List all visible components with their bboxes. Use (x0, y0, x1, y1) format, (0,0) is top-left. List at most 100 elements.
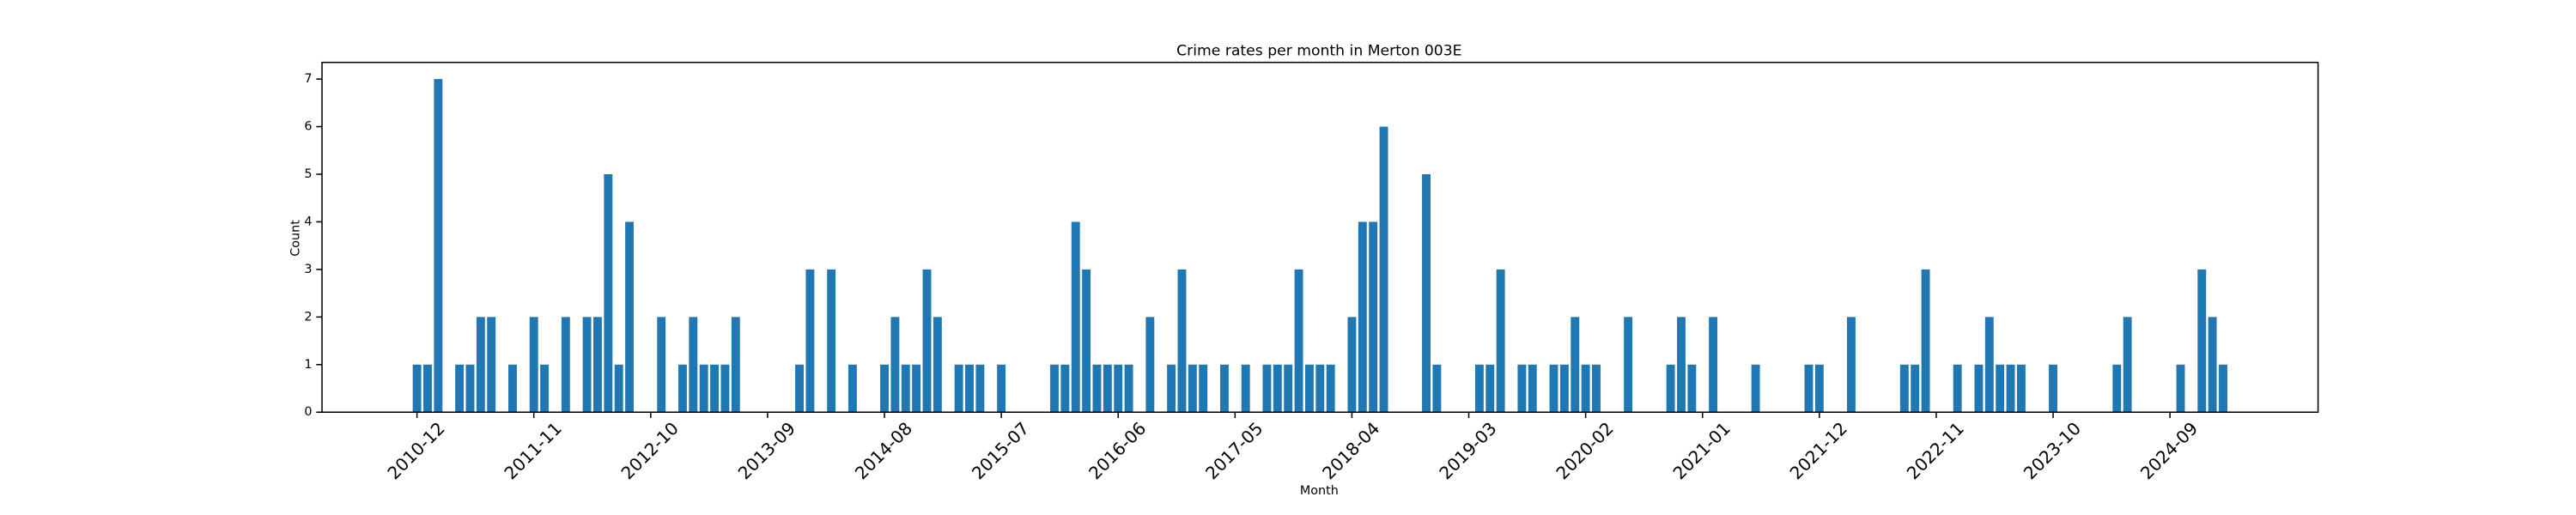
x-tick-label: 2019-03 (1435, 418, 1500, 483)
bar (1071, 221, 1080, 413)
bar (1369, 221, 1378, 413)
bar (1571, 317, 1580, 413)
bar (848, 364, 857, 413)
bar (1996, 364, 2005, 413)
bar (997, 364, 1006, 413)
bar (827, 269, 836, 413)
bar (434, 79, 443, 413)
bar (954, 364, 963, 413)
bar (1624, 317, 1633, 413)
bar (731, 317, 740, 413)
bar (1687, 364, 1697, 413)
bar (593, 317, 602, 413)
bar (1549, 364, 1558, 413)
x-tick-label: 2016-06 (1084, 418, 1150, 483)
bar (2197, 269, 2207, 413)
bar (795, 364, 804, 413)
bar (2006, 364, 2015, 413)
bar (455, 364, 465, 413)
x-tick-label: 2013-09 (734, 418, 799, 483)
x-tick-label: 2014-08 (851, 418, 916, 483)
bar (1145, 317, 1155, 413)
bar (1474, 364, 1484, 413)
y-tick-label: 5 (304, 167, 312, 181)
bar (1814, 364, 1824, 413)
x-tick-label: 2018-04 (1318, 418, 1383, 483)
bar (508, 364, 517, 413)
bar (1103, 364, 1112, 413)
bar (1666, 364, 1675, 413)
bar (1485, 364, 1495, 413)
bar (933, 317, 942, 413)
bar (965, 364, 974, 413)
bar (677, 364, 687, 413)
x-axis-label: Month (1300, 484, 1339, 498)
bar (625, 221, 635, 413)
bar (582, 317, 592, 413)
bar (529, 317, 538, 413)
bar (1422, 174, 1431, 413)
bar (2123, 317, 2132, 413)
bar (1496, 269, 1505, 413)
bar (1114, 364, 1123, 413)
x-tick-label: 2011-11 (501, 418, 566, 483)
bar (1358, 221, 1367, 413)
bar (2016, 364, 2026, 413)
bar (1899, 364, 1909, 413)
bar (1167, 364, 1176, 413)
bar (2176, 364, 2185, 413)
bar (1241, 364, 1250, 413)
bar (1304, 364, 1314, 413)
bar (1677, 317, 1686, 413)
y-tick-label: 2 (304, 310, 312, 324)
x-tick-label: 2022-11 (1903, 418, 1968, 483)
bar (1326, 364, 1335, 413)
bar (1581, 364, 1590, 413)
bar (912, 364, 921, 413)
plot-frame (321, 61, 2319, 413)
bar (2208, 317, 2217, 413)
bar (1284, 364, 1293, 413)
bar (1974, 364, 1984, 413)
bar (901, 364, 910, 413)
x-tick-label: 2024-09 (2136, 418, 2202, 483)
bar (1050, 364, 1059, 413)
bar (1911, 364, 1920, 413)
bar (1060, 364, 1070, 413)
bar (1528, 364, 1537, 413)
bar (1262, 364, 1272, 413)
bar (1177, 269, 1187, 413)
x-tick-label: 2021-01 (1669, 418, 1735, 483)
bar (476, 317, 485, 413)
x-tick-label: 2010-12 (383, 418, 448, 483)
bar (1709, 317, 1718, 413)
bar (423, 364, 432, 413)
y-tick-label: 0 (304, 405, 312, 419)
bar (465, 364, 475, 413)
y-tick-label: 4 (304, 215, 312, 228)
x-tick-label: 2017-05 (1201, 418, 1267, 483)
bar (2049, 364, 2057, 413)
bar (922, 269, 932, 413)
bar (1188, 364, 1197, 413)
bar (1347, 317, 1357, 413)
x-tick-label: 2021-12 (1786, 418, 1851, 483)
bar (805, 269, 815, 413)
bar (689, 317, 698, 413)
bar (1592, 364, 1601, 413)
bar (1847, 317, 1856, 413)
bar (1092, 364, 1102, 413)
bar (1082, 269, 1091, 413)
bar (604, 174, 613, 413)
bar (1984, 317, 1994, 413)
x-tick-label: 2020-02 (1552, 418, 1617, 483)
bar (1220, 364, 1229, 413)
bar (1517, 364, 1527, 413)
y-axis-label: Count (289, 220, 302, 257)
y-tick-label: 1 (304, 358, 312, 372)
x-tick-label: 2015-07 (968, 418, 1033, 483)
bar (699, 364, 708, 413)
bar (412, 364, 422, 413)
bar (710, 364, 720, 413)
